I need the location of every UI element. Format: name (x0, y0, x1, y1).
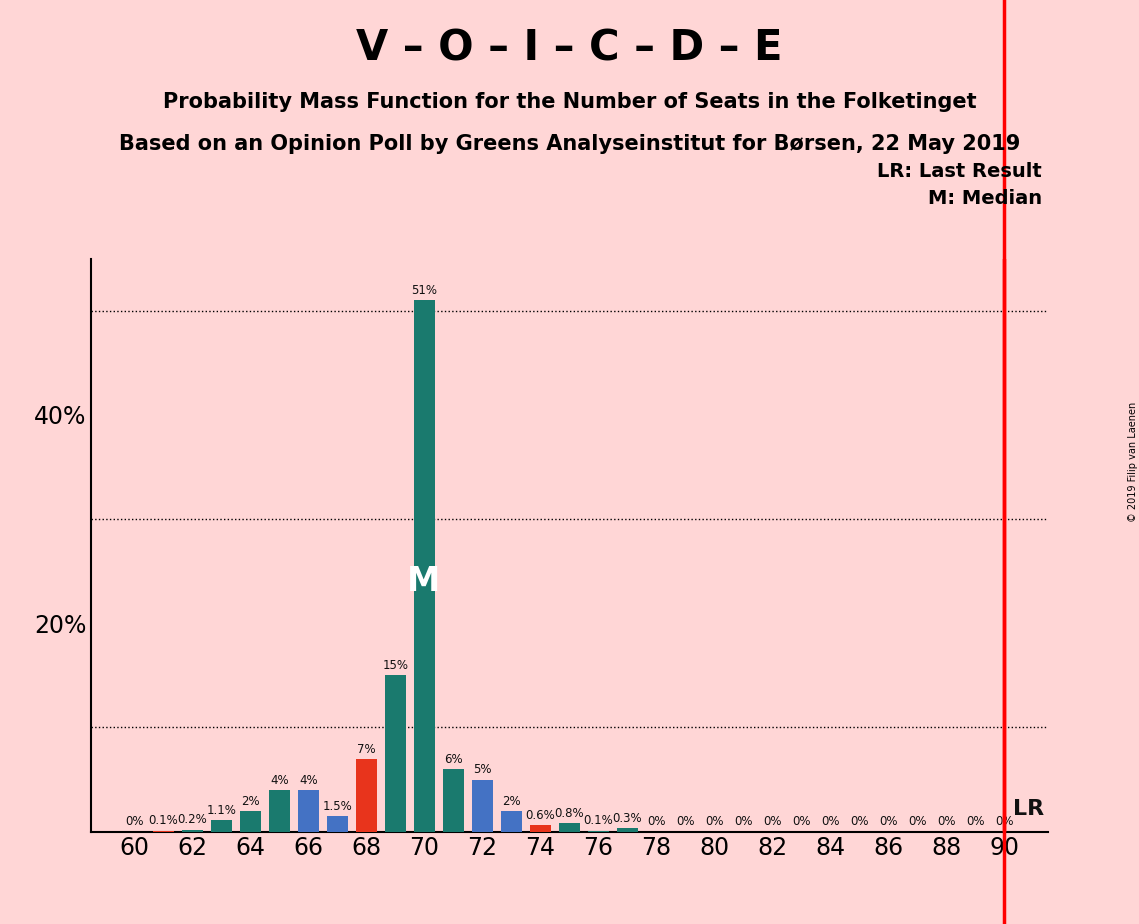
Text: 0%: 0% (677, 816, 695, 829)
Text: 0%: 0% (908, 816, 927, 829)
Text: © 2019 Filip van Laenen: © 2019 Filip van Laenen (1129, 402, 1138, 522)
Text: 0%: 0% (995, 816, 1014, 829)
Text: 0.6%: 0.6% (525, 809, 556, 822)
Text: 6%: 6% (444, 753, 462, 766)
Bar (385, 675, 407, 832)
Text: 0%: 0% (125, 816, 144, 829)
Text: 0%: 0% (647, 816, 665, 829)
Text: 4%: 4% (300, 773, 318, 787)
Bar (211, 821, 232, 832)
Text: 0%: 0% (793, 816, 811, 829)
Text: 5%: 5% (474, 763, 492, 776)
Text: 0%: 0% (821, 816, 839, 829)
Bar (616, 829, 638, 832)
Text: 1.1%: 1.1% (206, 804, 237, 817)
Bar (153, 831, 174, 832)
Text: 0%: 0% (879, 816, 898, 829)
Text: 2%: 2% (241, 795, 260, 808)
Text: 0%: 0% (763, 816, 781, 829)
Bar (239, 810, 262, 832)
Text: LR: Last Result: LR: Last Result (877, 162, 1042, 181)
Bar (443, 769, 465, 832)
Text: V – O – I – C – D – E: V – O – I – C – D – E (357, 28, 782, 69)
Bar (530, 825, 551, 832)
Text: Probability Mass Function for the Number of Seats in the Folketinget: Probability Mass Function for the Number… (163, 92, 976, 113)
Bar (355, 759, 377, 832)
Text: 0.2%: 0.2% (178, 813, 207, 826)
Text: 4%: 4% (270, 773, 289, 787)
Text: 2%: 2% (502, 795, 521, 808)
Bar (472, 780, 493, 832)
Text: 15%: 15% (383, 659, 409, 673)
Text: 0%: 0% (735, 816, 753, 829)
Bar (413, 300, 435, 832)
Text: LR: LR (1013, 799, 1044, 819)
Text: 0%: 0% (705, 816, 723, 829)
Text: 0.1%: 0.1% (583, 814, 614, 827)
Text: 7%: 7% (358, 743, 376, 756)
Bar (501, 810, 523, 832)
Text: 0.1%: 0.1% (149, 814, 179, 827)
Text: 51%: 51% (411, 285, 437, 298)
Bar (182, 830, 204, 832)
Bar (558, 823, 581, 832)
Text: Based on an Opinion Poll by Greens Analyseinstitut for Børsen, 22 May 2019: Based on an Opinion Poll by Greens Analy… (118, 134, 1021, 154)
Text: 0%: 0% (937, 816, 956, 829)
Text: 0.3%: 0.3% (613, 812, 642, 825)
Text: M: Median: M: Median (928, 189, 1042, 209)
Text: 1.5%: 1.5% (322, 800, 352, 813)
Text: 0%: 0% (966, 816, 984, 829)
Bar (297, 790, 319, 832)
Bar (327, 816, 349, 832)
Text: M: M (407, 565, 440, 599)
Text: 0%: 0% (850, 816, 869, 829)
Bar (269, 790, 290, 832)
Bar (588, 831, 609, 832)
Text: 0.8%: 0.8% (555, 808, 584, 821)
